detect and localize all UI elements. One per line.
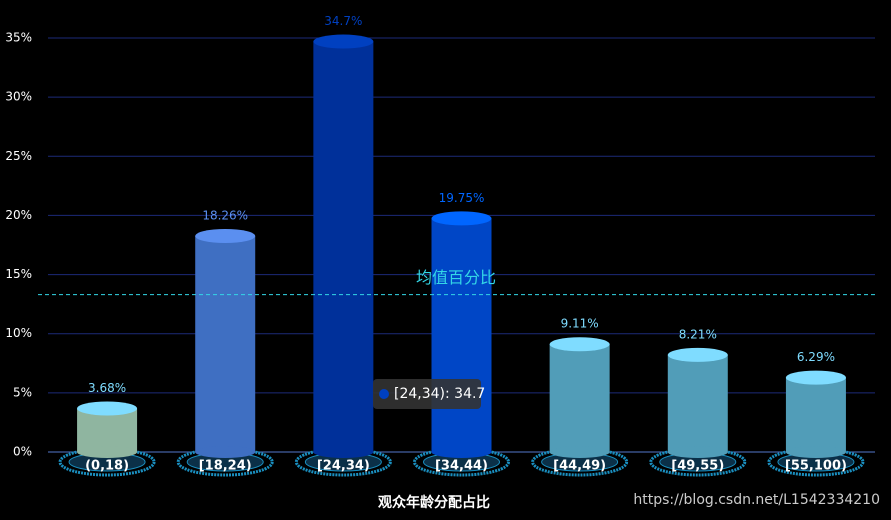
bar-top <box>667 347 728 362</box>
value-label: 19.75% <box>439 191 485 205</box>
value-label: 8.21% <box>679 327 717 341</box>
y-tick-label: 25% <box>5 149 32 163</box>
bar <box>667 354 728 452</box>
bar-bottom <box>667 446 728 458</box>
tooltip-text: [24,34): 34.7 <box>394 386 485 402</box>
bar <box>431 218 492 452</box>
bar <box>77 408 138 452</box>
mean-line-label: 均值百分比 <box>416 268 496 287</box>
y-tick-label: 35% <box>5 31 32 45</box>
x-tick-label: [24,34) <box>317 459 370 474</box>
bar-group: 9.11% [44,49) <box>531 317 629 477</box>
bar-base-ring <box>294 447 392 477</box>
bar-top <box>195 229 256 244</box>
bar-top <box>431 211 492 226</box>
bar-top <box>785 370 846 385</box>
value-label: 9.11% <box>561 317 599 331</box>
tooltip-dot <box>379 389 389 399</box>
bar <box>549 344 610 452</box>
bar-base-ring <box>413 447 510 477</box>
y-tick-label: 30% <box>5 90 32 104</box>
x-tick-label: (0,18) <box>85 459 129 474</box>
x-tick-label: [55,100) <box>785 459 847 474</box>
value-label: 6.29% <box>797 350 835 364</box>
bar-bottom <box>549 446 610 458</box>
value-label: 18.26% <box>202 209 248 223</box>
bar-top <box>549 337 610 352</box>
bar-group: 8.21% [49,55) <box>649 327 747 477</box>
bar <box>313 41 374 452</box>
x-axis-title: 观众年龄分配占比 <box>378 494 490 511</box>
x-tick-label: [18,24) <box>199 459 252 474</box>
bar <box>195 236 256 452</box>
bar-bottom <box>77 446 138 458</box>
y-tick-label: 10% <box>5 326 32 340</box>
bar-group: 18.26% [18,24) <box>176 209 274 477</box>
bar-base-ring <box>649 447 747 477</box>
y-tick-label: 5% <box>13 385 32 399</box>
bar-top <box>313 34 374 49</box>
bar-group: 34.7% [24,34) <box>294 14 392 477</box>
tooltip: [24,34): 34.7 <box>373 379 485 409</box>
bar-bottom <box>195 446 256 458</box>
x-tick-label: [49,55) <box>671 459 724 474</box>
bar-base-ring <box>58 447 156 477</box>
x-tick-label: [34,44) <box>435 459 488 474</box>
bar-base-ring <box>767 447 865 477</box>
bar-base-ring <box>531 447 629 477</box>
bar-group: 6.29% [55,100) <box>767 350 865 477</box>
bar <box>785 377 846 452</box>
bar-group: 19.75% [34,44) <box>413 191 510 477</box>
bar-base-ring <box>176 447 274 477</box>
bar-bottom <box>785 446 846 458</box>
value-label: 3.68% <box>88 381 126 395</box>
watermark: https://blog.csdn.net/L1542334210 <box>633 492 880 508</box>
bar-bottom <box>431 446 492 458</box>
bar-bottom <box>313 446 374 458</box>
y-tick-label: 15% <box>5 267 32 281</box>
bar-group: 3.68% (0,18) <box>58 381 156 477</box>
value-label: 34.7% <box>324 14 362 28</box>
tooltip-box <box>373 379 481 409</box>
y-tick-label: 20% <box>5 208 32 222</box>
bar-top <box>77 401 138 416</box>
x-tick-label: [44,49) <box>553 459 606 474</box>
y-tick-label: 0% <box>13 445 32 459</box>
